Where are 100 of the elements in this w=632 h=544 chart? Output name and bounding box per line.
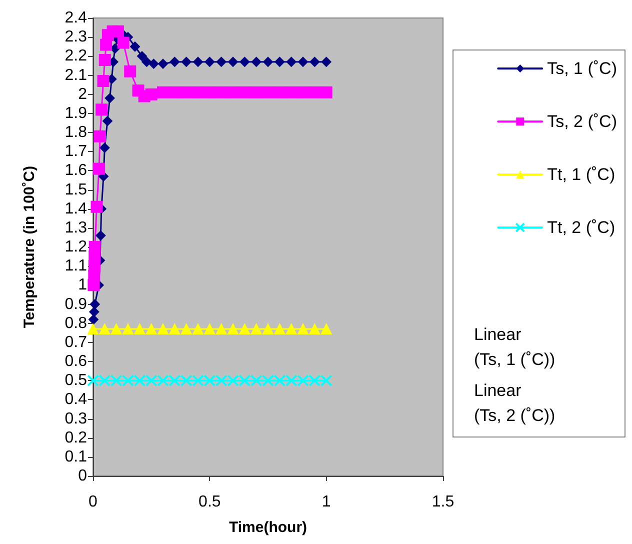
point [96,230,106,241]
point [204,324,216,335]
y-tick-label: 2 [78,86,88,103]
point [262,86,274,98]
y-tick-label: 1.1 [64,258,88,275]
y-tick-label: 0.6 [64,353,88,370]
point [122,374,134,387]
point [134,374,146,387]
point [124,65,136,78]
point [251,56,262,67]
point [240,56,250,67]
y-tick-label: 1.5 [64,181,88,198]
point [88,241,101,253]
y-tick-label: 0.3 [64,410,88,428]
y-tick-label: 0.9 [64,296,88,313]
y-tick-label: 1.3 [64,219,88,236]
y-tick-label: 0 [78,468,88,484]
point [192,324,204,335]
point [238,374,251,387]
point [204,56,215,67]
y-tick-label: 0.2 [64,429,88,446]
point [239,324,250,335]
point [286,56,296,67]
point [90,299,100,310]
y-tick-label: 2.4 [64,10,88,26]
point [204,374,216,387]
point [148,58,159,69]
y-tick-label: 0.4 [64,391,88,408]
point [158,324,168,335]
point [250,86,262,98]
point [274,86,286,98]
point [227,86,239,98]
y-tick-label: 0.8 [64,314,88,332]
y-tick-label: 2.3 [64,28,88,46]
y-tick-label: 2.1 [64,66,88,84]
point [157,374,169,387]
point [193,56,203,67]
point [98,374,111,387]
point [309,324,320,335]
y-tick-label: 0.1 [64,448,88,466]
point [94,130,106,142]
y-tick-label: 1.6 [64,162,88,180]
point [170,56,180,67]
point [104,93,115,104]
point [169,324,180,335]
point [87,374,99,387]
point [88,324,98,335]
point [158,58,168,69]
y-axis-title: Temperature (in 100˚C) [21,166,38,328]
point [308,86,321,98]
point [310,56,320,67]
point [274,374,286,387]
x-tick-label: 1 [322,494,331,510]
point [308,374,321,387]
point [168,374,181,387]
point [274,324,286,335]
point [262,374,274,387]
point [168,86,181,98]
x-tick-label: 0.5 [198,494,221,510]
y-tick-label: 1.7 [64,143,88,160]
legend-label: Tt, 2 (˚C) [547,218,616,237]
legend-label: Ts, 1 (˚C) [547,59,618,78]
point [180,86,192,98]
point [228,324,238,335]
legend-label: Tt, 1 (˚C) [547,165,616,184]
point [181,56,192,67]
point [298,324,308,335]
point [145,374,158,387]
x-axis-title: Time(hour) [228,519,308,536]
point [192,86,204,98]
point [297,374,309,387]
point [88,314,98,325]
y-tick-label: 1 [78,276,88,294]
point [93,162,106,175]
legend-label: Ts, 2 (˚C) [547,112,618,131]
point [89,306,100,317]
y-tick-label: 1.4 [64,200,88,218]
point [97,74,110,87]
point [320,374,332,387]
point [180,324,192,335]
point [99,324,110,335]
point [112,25,124,38]
point [204,86,216,98]
point [137,51,147,62]
point [250,374,262,387]
y-tick-label: 1.8 [64,124,88,141]
point [117,36,130,49]
point [216,324,227,335]
point [285,86,298,98]
y-tick-label: 2.2 [64,48,88,65]
point [145,88,158,100]
point [262,324,274,335]
point [110,324,122,335]
point [320,324,332,335]
point [274,56,285,67]
point [157,86,169,98]
point [286,324,297,335]
x-tick-label: 0 [88,494,98,510]
point [215,86,228,98]
point [142,56,152,67]
